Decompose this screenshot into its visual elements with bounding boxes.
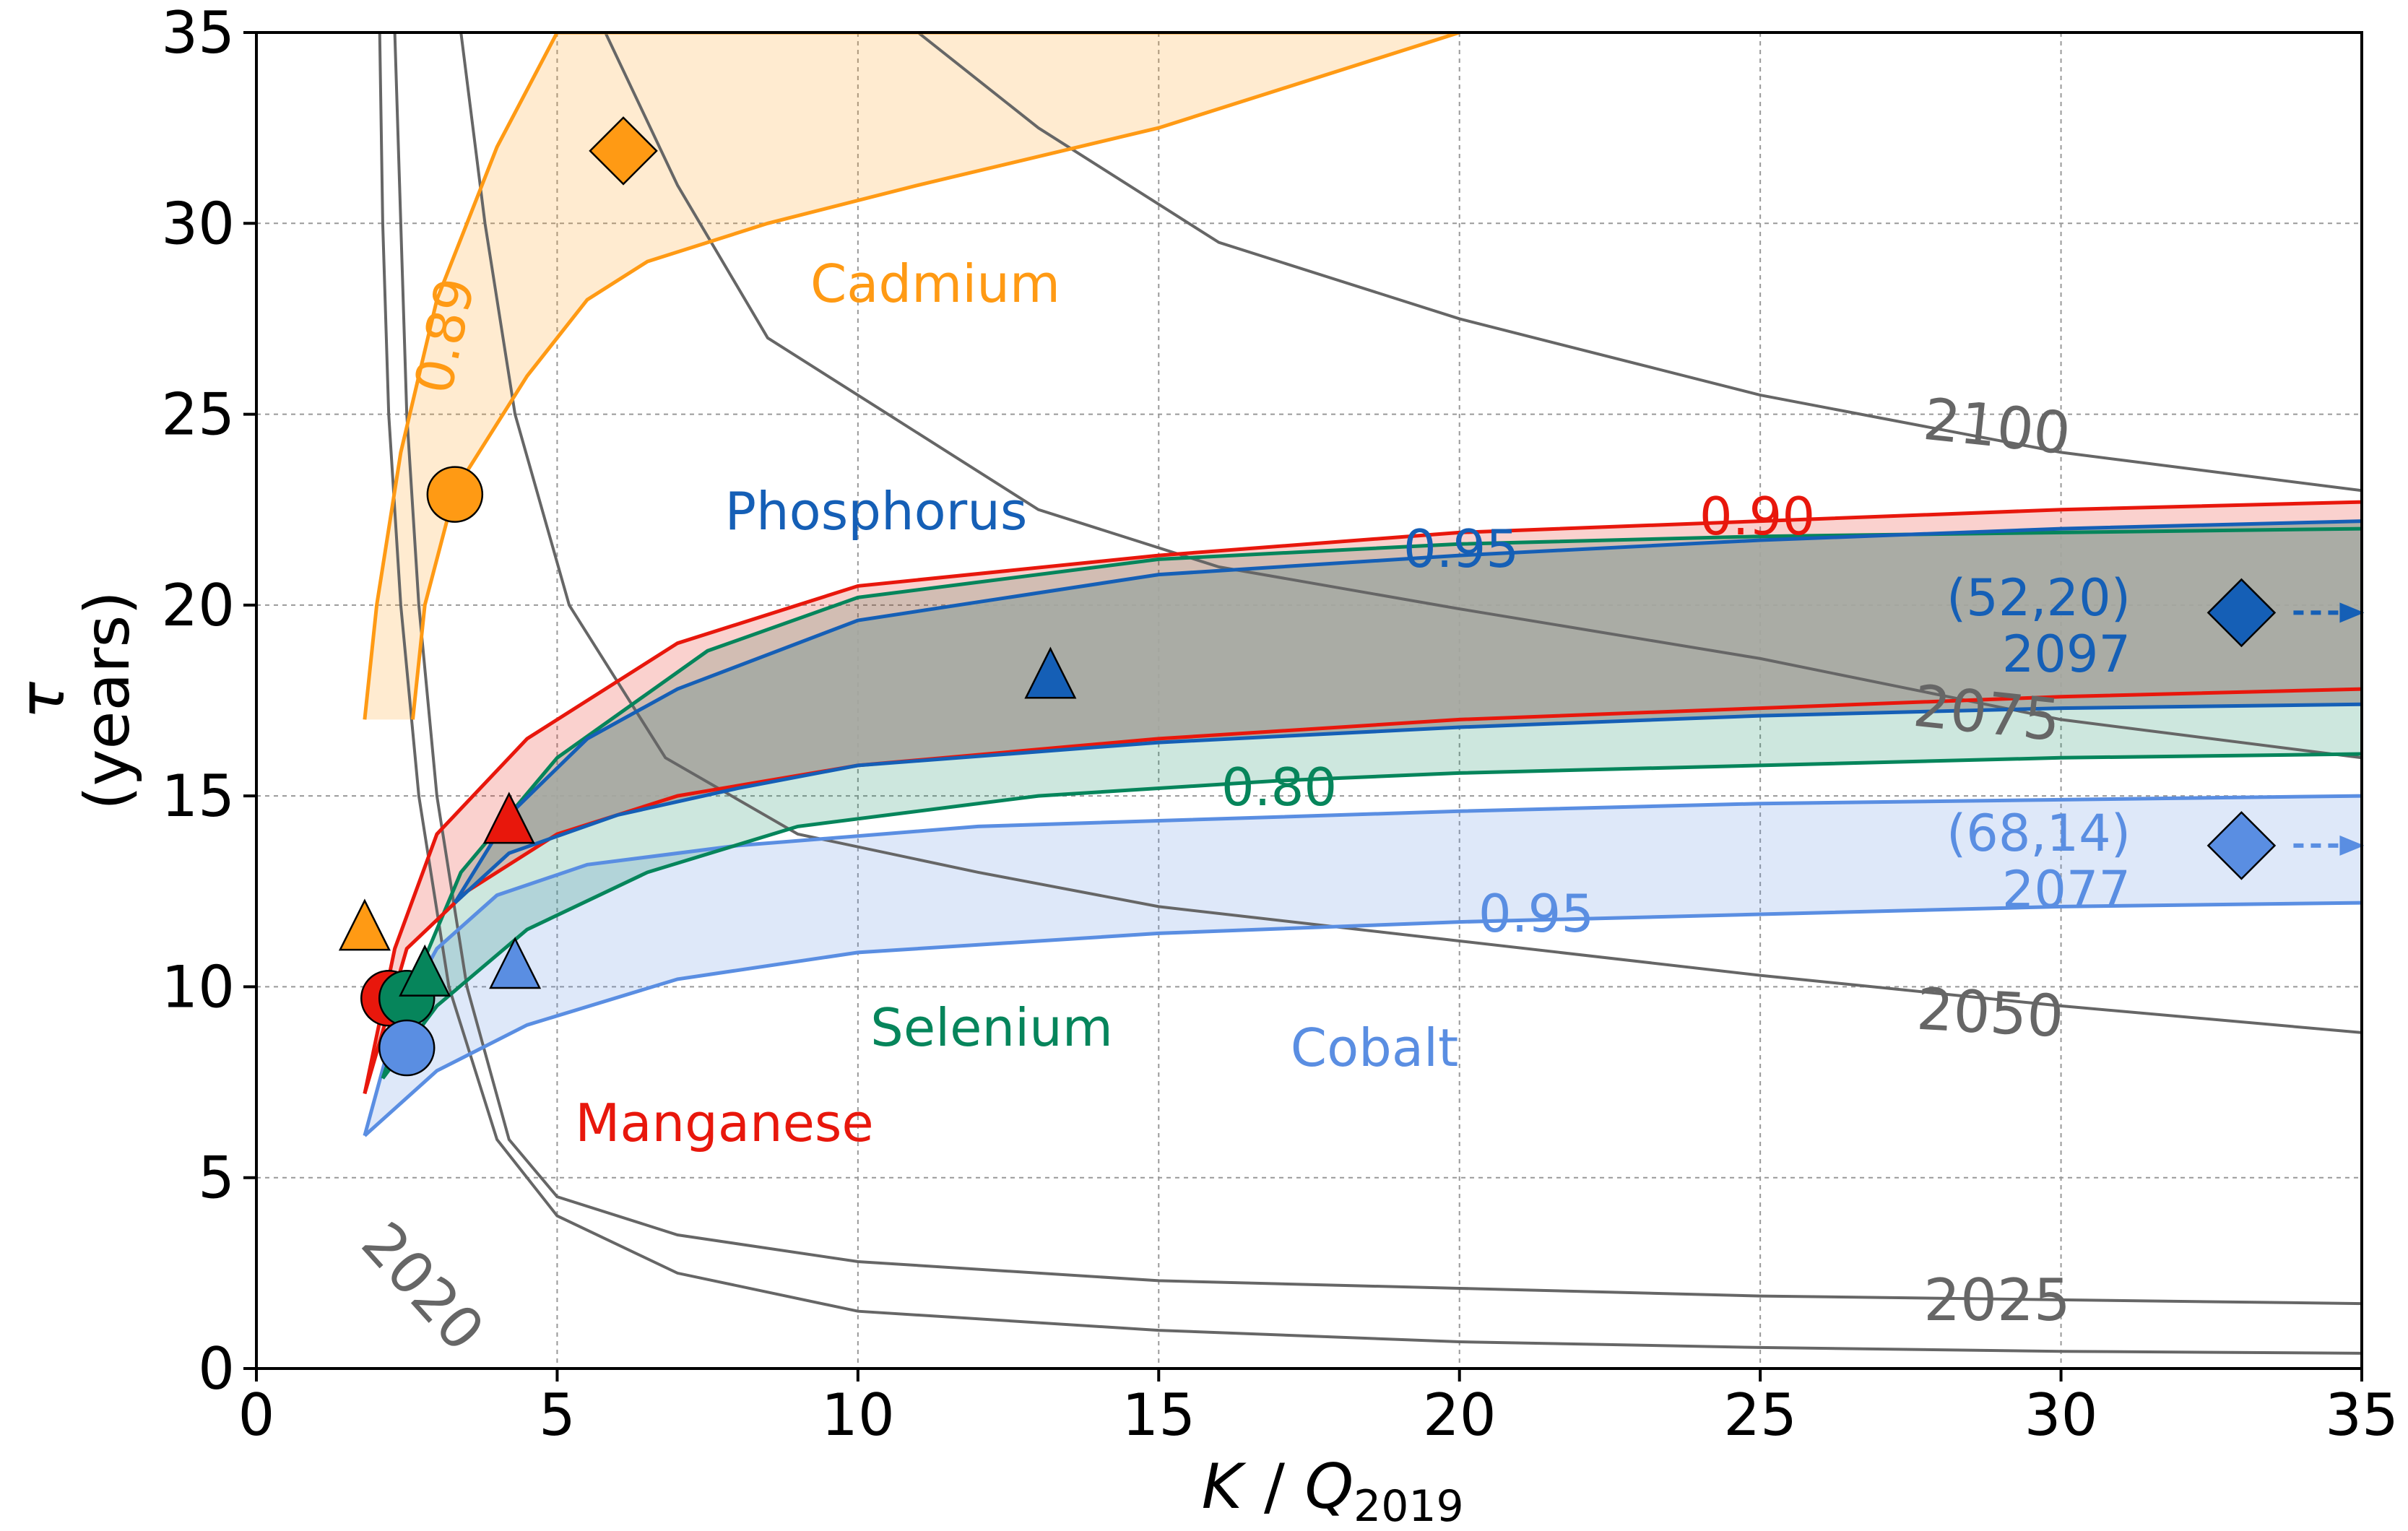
contour-2100 [917, 32, 2362, 493]
region-label-phosphorus: Phosphorus [725, 481, 1028, 542]
x-tick-label: 5 [539, 1382, 576, 1449]
marker-phosphorus-triangle [1024, 646, 1077, 699]
y-tick-label: 15 [161, 763, 235, 830]
year-label-2075: 2075 [1910, 672, 2063, 755]
region-lower-cadmium [411, 32, 1460, 720]
y-tick-label: 20 [161, 572, 235, 639]
offscale-year-cobalt: 2077 [2002, 860, 2131, 919]
region-fill-cadmium [364, 32, 1460, 720]
contour-2075 [604, 32, 2362, 760]
region-lower-phosphorus [454, 702, 2362, 904]
confidence-label-cobalt: 0.95 [1478, 883, 1594, 944]
region-upper-cadmium [363, 32, 1460, 720]
contour-2050 [459, 32, 2362, 1034]
region-fill-phosphorus [454, 521, 2362, 903]
marker-cadmium-circle [426, 466, 484, 523]
x-tick-label: 10 [821, 1382, 895, 1449]
x-axis-title-k: K [1202, 1451, 1247, 1523]
year-label-2100: 2100 [1920, 386, 2074, 468]
offscale-coords-phosphorus: (52,20) [1946, 568, 2131, 628]
confidence-label-manganese: 0.90 [1699, 486, 1815, 547]
x-tick-label: 0 [238, 1382, 275, 1449]
confidence-label-phosphorus: 0.95 [1403, 519, 1519, 579]
y-tick-label: 30 [161, 190, 235, 257]
annotations: 2100 2075 2050 2025 2020 Cadmium Phospho… [349, 253, 2131, 1363]
x-axis-title-subscript: 2019 [1354, 1481, 1464, 1531]
y-axis-title: τ (years) [7, 591, 144, 810]
x-tick-label: 15 [1122, 1382, 1195, 1449]
confidence-regions [364, 32, 2362, 1136]
x-tick-label: 25 [1723, 1382, 1797, 1449]
marker-cobalt-diamond [2206, 811, 2277, 880]
x-axis-title-rest: / Q2019 [1264, 1451, 1464, 1531]
marker-cobalt-circle [378, 1019, 436, 1077]
x-tick-label: 20 [1423, 1382, 1497, 1449]
year-label-2050: 2050 [1915, 976, 2065, 1051]
offscale-arrow-head [2339, 835, 2365, 856]
y-tick-label: 25 [161, 381, 235, 448]
region-lower-cobalt [363, 901, 2362, 1137]
offscale-arrow-head [2339, 602, 2365, 623]
contour-2020 [378, 32, 2362, 1355]
region-label-manganese: Manganese [575, 1093, 873, 1153]
year-label-2025: 2025 [1923, 1267, 2071, 1334]
marker-selenium-triangle [399, 944, 451, 997]
region-upper-manganese [363, 500, 2362, 1094]
region-label-cobalt: Cobalt [1291, 1018, 1458, 1078]
region-label-cadmium: Cadmium [810, 253, 1060, 314]
contour-2025 [393, 32, 2362, 1306]
confidence-label-selenium: 0.80 [1221, 757, 1337, 817]
x-tick-label: 30 [2024, 1382, 2098, 1449]
marker-cadmium-diamond [589, 116, 658, 186]
y-tick-label: 35 [161, 0, 235, 66]
marker-phosphorus-diamond [2206, 578, 2277, 648]
region-fill-cobalt [364, 796, 2362, 1136]
region-upper-phosphorus [453, 519, 2362, 904]
year-label-2020: 2020 [349, 1210, 497, 1364]
region-label-selenium: Selenium [870, 997, 1113, 1058]
y-tick-label: 5 [198, 1145, 235, 1212]
x-tick-label: 35 [2325, 1382, 2399, 1449]
region-lower-selenium [381, 752, 2362, 1080]
y-tick-label: 10 [161, 953, 235, 1020]
plot-frame [255, 31, 2363, 1370]
x-axis-title: K / Q2019 [1202, 1451, 1464, 1531]
data-markers [338, 116, 2365, 1077]
marker-cobalt-triangle [489, 937, 542, 989]
y-axis-title-unit: (years) [72, 591, 144, 810]
year-contours [378, 32, 2362, 1355]
offscale-coords-cobalt: (68,14) [1946, 804, 2131, 863]
marker-cadmium-triangle [338, 898, 391, 951]
y-axis-title-symbol: τ [7, 681, 79, 719]
y-tick-label: 0 [198, 1335, 235, 1402]
marker-manganese-triangle [482, 791, 535, 844]
offscale-year-phosphorus: 2097 [2002, 625, 2131, 684]
